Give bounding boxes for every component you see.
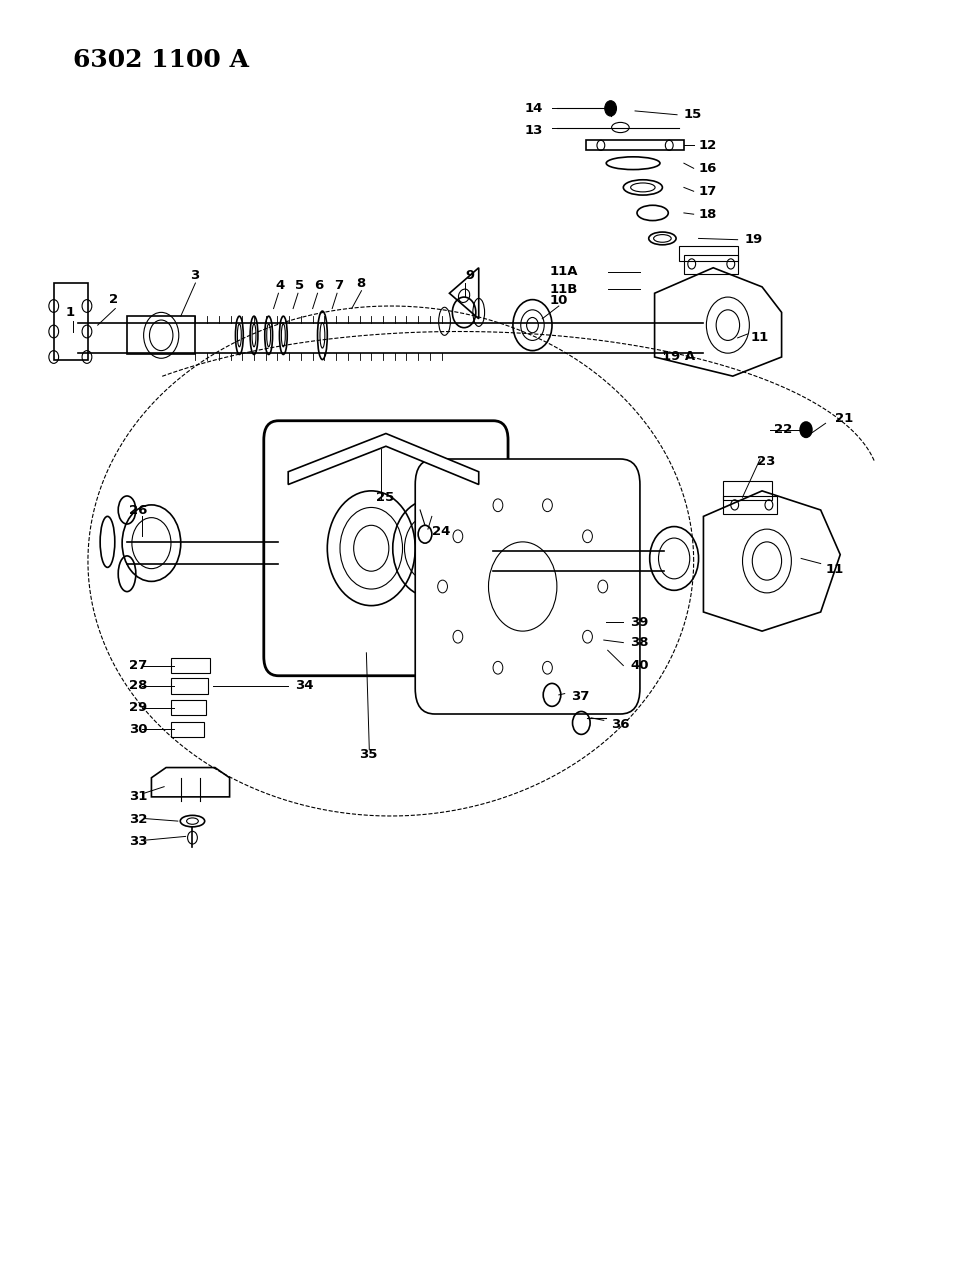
Text: 38: 38 [630, 636, 649, 649]
Text: 35: 35 [360, 748, 378, 761]
Text: 27: 27 [129, 659, 148, 672]
Text: 3: 3 [191, 269, 199, 282]
Bar [679, 246, 738, 261]
Text: 33: 33 [129, 835, 148, 848]
Text: 11: 11 [750, 332, 769, 344]
Text: 16: 16 [699, 162, 717, 175]
Text: 15: 15 [684, 108, 702, 121]
Bar [723, 481, 772, 500]
Text: 2: 2 [109, 293, 118, 306]
Text: 11: 11 [826, 564, 844, 576]
Text: 22: 22 [774, 423, 792, 436]
Polygon shape [655, 268, 782, 376]
Text: 19: 19 [744, 233, 763, 246]
Text: 8: 8 [357, 277, 365, 289]
Text: 17: 17 [699, 185, 717, 198]
Polygon shape [449, 268, 479, 319]
Text: 31: 31 [129, 790, 148, 803]
Text: 19 A: 19 A [662, 351, 696, 363]
Text: 34: 34 [295, 680, 314, 692]
Text: 4: 4 [276, 279, 284, 292]
Text: 9: 9 [465, 269, 474, 282]
Text: 11B: 11B [550, 283, 578, 296]
FancyBboxPatch shape [54, 283, 88, 360]
Text: 11A: 11A [550, 265, 578, 278]
Text: 39: 39 [630, 616, 649, 629]
Text: 5: 5 [295, 279, 304, 292]
Text: 32: 32 [129, 813, 148, 826]
Bar [684, 255, 738, 274]
Text: 14: 14 [525, 102, 543, 115]
Text: 6302 1100 A: 6302 1100 A [73, 48, 249, 73]
Polygon shape [288, 434, 479, 484]
Text: 1: 1 [65, 306, 74, 319]
Polygon shape [586, 140, 684, 150]
Text: 28: 28 [129, 680, 148, 692]
Polygon shape [151, 768, 230, 797]
FancyBboxPatch shape [171, 678, 208, 694]
Bar [127, 316, 195, 354]
FancyBboxPatch shape [415, 459, 640, 714]
FancyBboxPatch shape [171, 658, 210, 673]
Text: 29: 29 [129, 701, 148, 714]
Text: 12: 12 [699, 139, 717, 152]
Text: 18: 18 [699, 208, 717, 221]
Text: 21: 21 [835, 412, 854, 425]
FancyBboxPatch shape [171, 722, 204, 737]
Text: 26: 26 [129, 504, 148, 516]
Text: 30: 30 [129, 723, 148, 736]
Text: 36: 36 [611, 718, 629, 731]
Text: 6: 6 [315, 279, 323, 292]
Text: 13: 13 [525, 124, 543, 136]
Text: 10: 10 [549, 295, 568, 307]
Bar [723, 496, 777, 514]
FancyBboxPatch shape [171, 700, 206, 715]
Text: 24: 24 [432, 525, 450, 538]
Circle shape [800, 422, 812, 437]
Text: 40: 40 [630, 659, 649, 672]
Polygon shape [703, 491, 840, 631]
Circle shape [605, 101, 616, 116]
Text: 7: 7 [334, 279, 343, 292]
Text: 25: 25 [376, 491, 395, 504]
Text: 37: 37 [572, 690, 590, 703]
FancyBboxPatch shape [264, 421, 508, 676]
Text: 23: 23 [757, 455, 776, 468]
